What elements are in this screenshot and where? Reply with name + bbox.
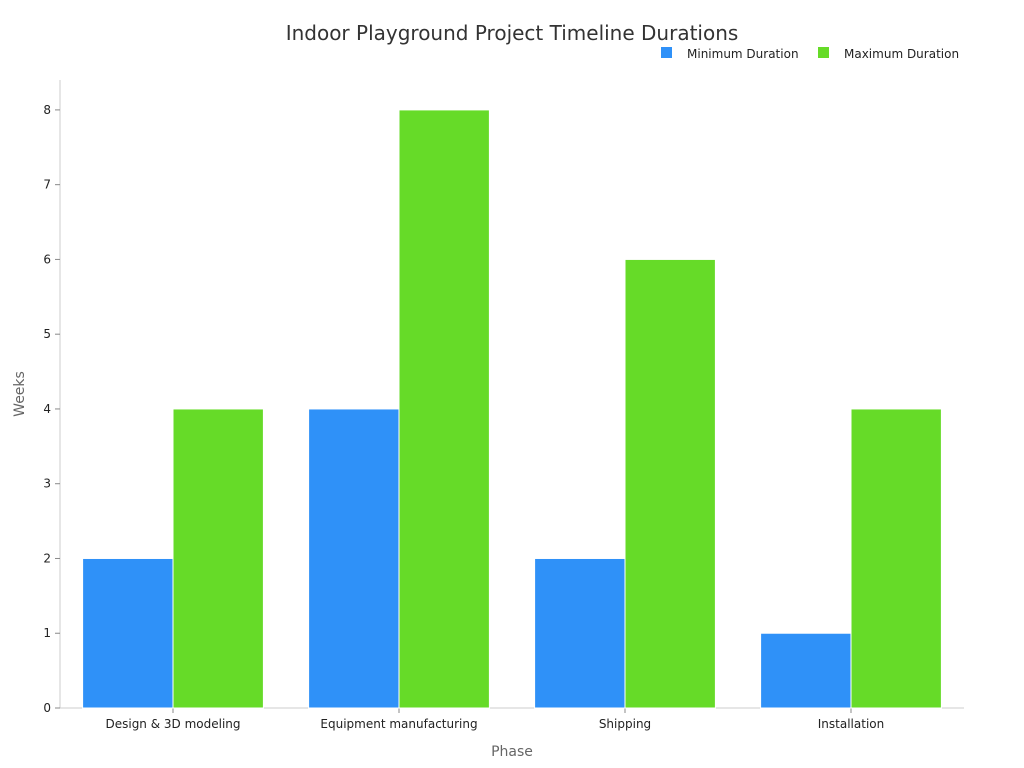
bar-maximum-duration-installation bbox=[850, 408, 942, 709]
legend-swatch-maximum-duration bbox=[818, 47, 829, 58]
bar-maximum-duration-equipment-manufacturing bbox=[398, 109, 490, 709]
x-axis-title: Phase bbox=[491, 744, 533, 760]
legend-swatch-minimum-duration bbox=[661, 47, 672, 58]
y-tick-label: 6 bbox=[43, 252, 51, 266]
bar-minimum-duration-equipment-manufacturing bbox=[308, 408, 400, 709]
bar-minimum-duration-shipping bbox=[534, 557, 626, 709]
x-tick-label: Installation bbox=[818, 717, 884, 731]
x-tick-label: Design & 3D modeling bbox=[105, 717, 240, 731]
y-axis: 0 1 2 3 4 5 6 7 8 bbox=[43, 80, 61, 715]
x-tick-label: Shipping bbox=[599, 717, 651, 731]
bar-maximum-duration-design-and-3d-modeling bbox=[172, 408, 264, 709]
legend-label-minimum-duration: Minimum Duration bbox=[687, 47, 799, 61]
y-tick-label: 1 bbox=[43, 626, 51, 640]
y-tick-label: 5 bbox=[43, 327, 51, 341]
x-axis: Design & 3D modeling Equipment manufactur… bbox=[60, 707, 964, 731]
legend-label-maximum-duration: Maximum Duration bbox=[844, 47, 959, 61]
y-tick-label: 8 bbox=[43, 103, 51, 117]
legend: Minimum Duration Maximum Duration bbox=[661, 47, 959, 61]
y-tick-label: 7 bbox=[43, 178, 51, 192]
bar-minimum-duration-design-and-3d-modeling bbox=[82, 557, 174, 709]
bar-minimum-duration-installation bbox=[760, 632, 852, 709]
bars bbox=[82, 109, 942, 709]
chart-title: Indoor Playground Project Timeline Durat… bbox=[286, 21, 739, 45]
y-tick-label: 2 bbox=[43, 551, 51, 565]
y-tick-label: 3 bbox=[43, 477, 51, 491]
x-tick-label: Equipment manufacturing bbox=[320, 717, 477, 731]
bar-maximum-duration-shipping bbox=[624, 258, 716, 709]
y-tick-label: 4 bbox=[43, 402, 51, 416]
y-tick-label: 0 bbox=[43, 701, 51, 715]
y-axis-title: Weeks bbox=[12, 371, 28, 417]
